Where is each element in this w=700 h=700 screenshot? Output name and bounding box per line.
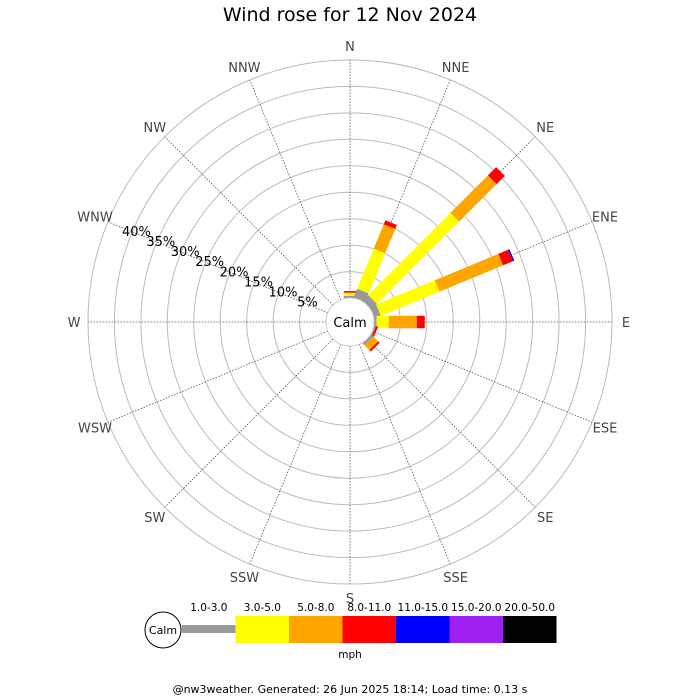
direction-label-sse: SSE bbox=[443, 571, 468, 586]
bar-se-2 bbox=[364, 336, 379, 351]
bar-n-1 bbox=[343, 292, 357, 296]
spoke-ssw bbox=[249, 344, 342, 565]
bar-n-0 bbox=[343, 295, 357, 298]
legend-swatch-4 bbox=[396, 616, 450, 643]
bar-ne-1 bbox=[368, 212, 460, 304]
direction-label-ene: ENE bbox=[592, 210, 618, 225]
bar-se-0 bbox=[362, 334, 374, 346]
legend-bin-label: 11.0-15.0 bbox=[398, 602, 449, 614]
direction-label-ne: NE bbox=[536, 121, 554, 136]
legend-bin-label: 20.0-50.0 bbox=[505, 602, 556, 614]
radial-tick-label: 10% bbox=[269, 286, 298, 301]
direction-label-w: W bbox=[68, 316, 81, 331]
bar-e-1 bbox=[376, 315, 389, 329]
bar-ene-3 bbox=[498, 249, 513, 266]
radial-tick-label: 35% bbox=[146, 235, 175, 250]
legend-swatch-1 bbox=[235, 616, 289, 643]
spoke-nnw bbox=[249, 79, 342, 300]
calm-circle: Calm bbox=[325, 297, 375, 347]
legend-swatch-2 bbox=[289, 616, 343, 643]
spoke-se bbox=[366, 338, 536, 508]
legend-bin-label: 1.0-3.0 bbox=[190, 602, 227, 614]
grid-ring bbox=[166, 138, 534, 506]
bar-se-3 bbox=[369, 341, 380, 352]
legend-bin-label: 15.0-20.0 bbox=[451, 602, 502, 614]
grid-ring bbox=[113, 85, 587, 559]
bar-ese-3 bbox=[371, 326, 378, 339]
radial-tick-label: 20% bbox=[220, 265, 249, 280]
legend-swatch-0 bbox=[182, 625, 236, 633]
wind-bars bbox=[343, 167, 515, 352]
bar-n-3 bbox=[343, 291, 357, 293]
bar-ene-0 bbox=[369, 304, 381, 319]
direction-label-se: SE bbox=[537, 511, 553, 526]
radial-tick-label: 15% bbox=[244, 276, 273, 291]
direction-label-nnw: NNW bbox=[228, 61, 260, 76]
bar-nne-1 bbox=[357, 248, 386, 294]
legend-bin-label: 3.0-5.0 bbox=[244, 602, 281, 614]
legend-unit-label: mph bbox=[338, 649, 362, 661]
spoke-ese bbox=[372, 330, 593, 423]
footer-credit: @nw3weather. Generated: 26 Jun 2025 18:1… bbox=[172, 683, 528, 696]
legend-swatch-5 bbox=[449, 616, 503, 643]
bar-ne-2 bbox=[450, 175, 497, 222]
legend-bin-label: 8.0-11.0 bbox=[347, 602, 391, 614]
radial-tick-label: 30% bbox=[171, 245, 200, 260]
bar-nne-3 bbox=[383, 220, 397, 229]
direction-label-wnw: WNW bbox=[77, 210, 113, 225]
direction-label-ssw: SSW bbox=[230, 571, 260, 586]
chart-title: Wind rose for 12 Nov 2024 bbox=[222, 4, 478, 26]
direction-label-n: N bbox=[345, 40, 355, 55]
direction-label-sw: SW bbox=[144, 511, 165, 526]
bar-nne-2 bbox=[373, 224, 396, 254]
direction-label-wsw: WSW bbox=[78, 422, 112, 437]
bar-ene-1 bbox=[376, 280, 440, 316]
spoke-sse bbox=[358, 344, 451, 565]
bar-ene-2 bbox=[434, 253, 504, 292]
bar-e-2 bbox=[388, 315, 417, 329]
radial-tick-label: 25% bbox=[195, 255, 224, 270]
spoke-nw bbox=[164, 136, 334, 306]
direction-label-ese: ESE bbox=[593, 422, 618, 437]
grid-ring bbox=[140, 112, 560, 532]
bar-ene-4 bbox=[508, 249, 515, 262]
axis-labels: N NNE NE ENE E ESE SE SSE S SSW SW WSW W WNW NW NNW 5%10… bbox=[68, 40, 631, 607]
bar-e-0 bbox=[374, 315, 377, 329]
bar-ese-0 bbox=[369, 325, 376, 338]
legend-bin-label: 5.0-8.0 bbox=[297, 602, 334, 614]
direction-label-nne: NNE bbox=[442, 61, 470, 76]
legend-calm-label: Calm bbox=[149, 624, 177, 637]
spoke-sw bbox=[164, 338, 334, 508]
grid-ring bbox=[272, 244, 428, 400]
calm-circle-shape bbox=[325, 297, 375, 347]
direction-label-nw: NW bbox=[144, 121, 167, 136]
direction-label-e: E bbox=[622, 316, 630, 331]
radial-tick-label: 40% bbox=[122, 225, 151, 240]
speed-legend: Calm 1.0-3.0 3.0-5.0 5.0-8.0 8.0-11.0 11.0-15… bbox=[144, 602, 557, 661]
radial-tick-label: 5% bbox=[297, 296, 318, 311]
legend-calm-circle bbox=[144, 611, 182, 649]
legend-swatch-6 bbox=[503, 616, 557, 643]
bar-e-3 bbox=[416, 315, 425, 329]
calm-label: Calm bbox=[333, 316, 366, 331]
polar-grid bbox=[87, 59, 613, 585]
direction-label-s: S bbox=[346, 592, 354, 607]
bar-ne-3 bbox=[487, 167, 505, 185]
spoke-wsw bbox=[107, 330, 328, 423]
spoke-wnw bbox=[107, 221, 328, 314]
legend-swatch-3 bbox=[342, 616, 396, 643]
